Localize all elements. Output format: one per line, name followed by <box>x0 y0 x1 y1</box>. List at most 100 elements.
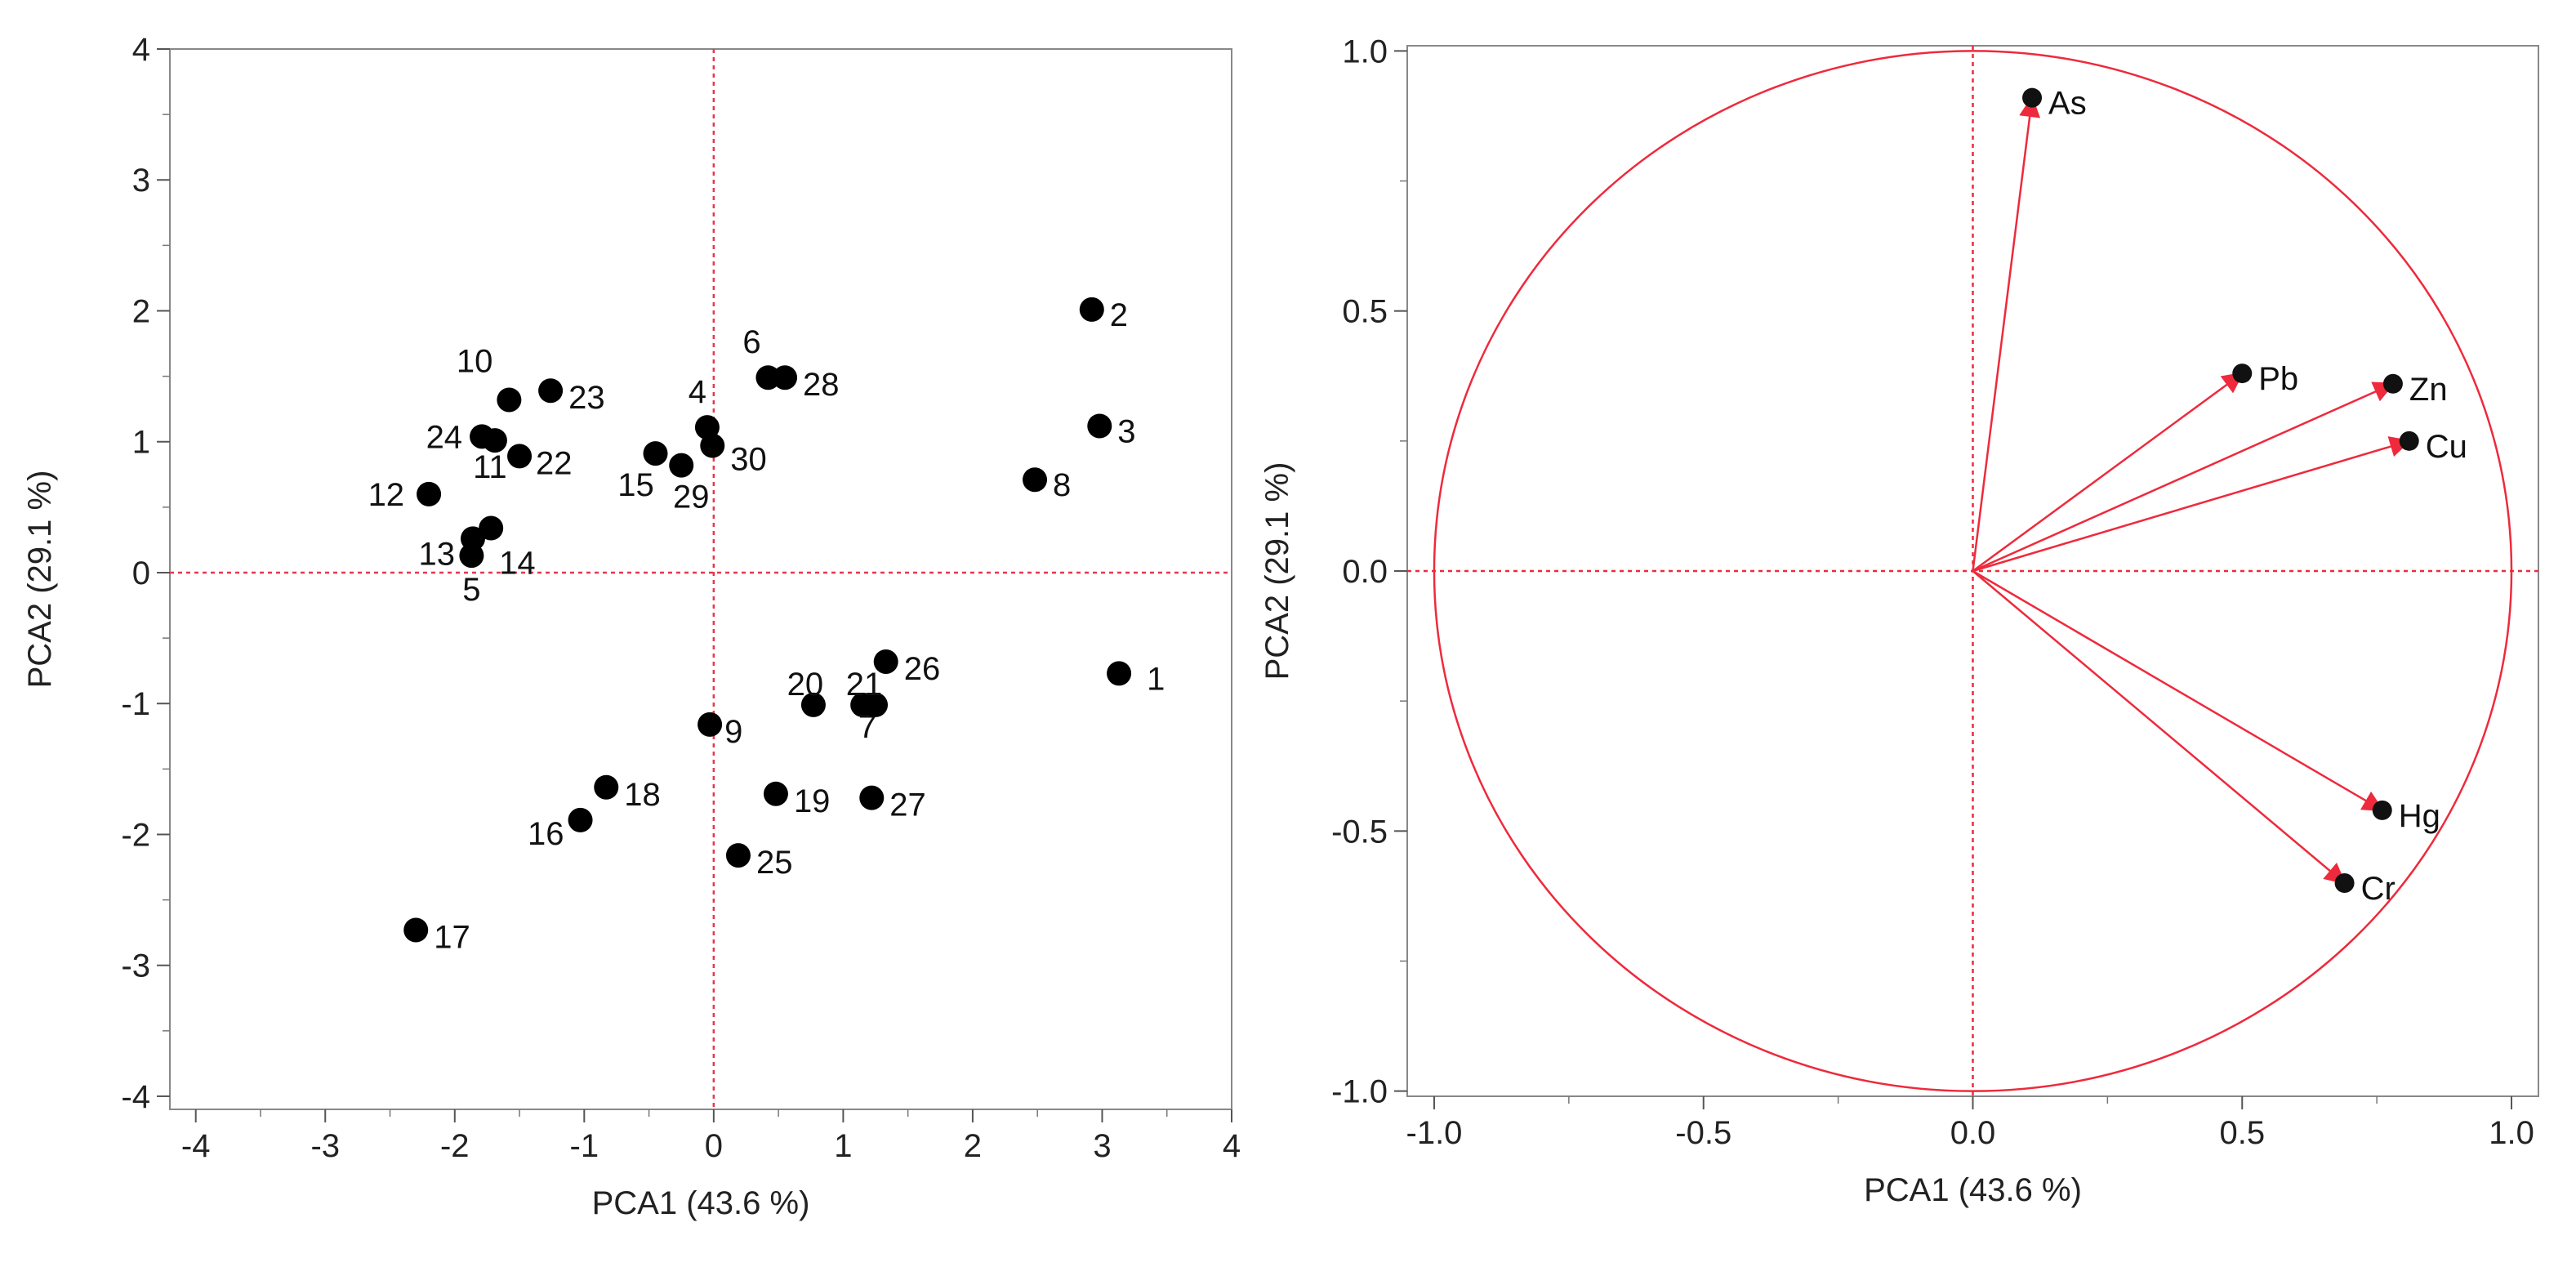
score-point <box>697 712 723 737</box>
loading-point-as <box>2022 87 2043 108</box>
score-point-label: 23 <box>568 380 605 416</box>
score-point-label: 4 <box>689 374 706 410</box>
score-point-label: 27 <box>889 787 926 823</box>
x-tick-label: 3 <box>1093 1128 1111 1164</box>
score-point-label: 10 <box>457 343 493 379</box>
score-point-label: 2 <box>1110 297 1128 333</box>
score-point-label: 26 <box>904 651 941 687</box>
score-point-label: 14 <box>499 546 536 582</box>
score-point-label: 30 <box>730 442 767 478</box>
score-point-label: 8 <box>1053 467 1071 503</box>
y-tick-label: 0 <box>132 555 150 591</box>
score-point-label: 22 <box>536 445 573 481</box>
loading-vector-cr <box>1972 570 2346 885</box>
score-point <box>1107 661 1132 686</box>
x-tick-label: -1 <box>570 1128 599 1164</box>
score-point <box>1087 413 1112 439</box>
y-tick-label: 2 <box>132 293 150 329</box>
score-point <box>460 526 485 551</box>
x-tick-label: -0.5 <box>1675 1115 1731 1151</box>
loading-point-cr <box>2334 872 2355 893</box>
score-point-label: 28 <box>803 367 840 403</box>
score-point <box>568 807 593 832</box>
loading-point-zn <box>2382 373 2403 394</box>
y-tick-label: 1 <box>132 425 150 461</box>
score-point <box>669 453 694 478</box>
score-point-label: 18 <box>624 777 661 813</box>
loading-point-cu <box>2399 431 2419 451</box>
x-tick-label: -2 <box>440 1128 470 1164</box>
score-point-label: 3 <box>1117 414 1135 450</box>
score-point <box>643 441 668 466</box>
loading-label-cr: Cr <box>2361 871 2396 907</box>
score-point <box>773 365 798 390</box>
score-point <box>873 649 898 674</box>
y-tick-label: -3 <box>121 948 150 984</box>
loading-vector-cu <box>1972 436 2412 573</box>
y-tick-label: 0.5 <box>1342 294 1388 330</box>
score-point-label: 29 <box>673 480 710 515</box>
score-point-label: 1 <box>1147 661 1165 697</box>
score-point-label: 24 <box>426 419 463 455</box>
unit-circle <box>1433 50 2513 1092</box>
y-tick-label: -2 <box>121 817 150 853</box>
score-point <box>755 365 781 390</box>
score-point <box>507 444 533 469</box>
loading-plot: -1.0 -0.5 0.0 0.5 1.0 -1.0 -0.5 0.0 0.5 1.0 PCA1 (… <box>1259 33 2539 1208</box>
y-tick-label: -4 <box>121 1079 150 1115</box>
x-tick-label: 1 <box>834 1128 852 1164</box>
loading-label-hg: Hg <box>2399 798 2440 834</box>
score-point-label: 7 <box>858 709 876 745</box>
y-axis-title: PCA2 (29.1 %) <box>22 471 58 689</box>
loading-vector-as <box>1972 96 2041 572</box>
score-point-label: 5 <box>462 572 480 608</box>
score-point <box>470 424 495 449</box>
x-tick-label: 2 <box>964 1128 982 1164</box>
score-point-label: 15 <box>617 467 654 503</box>
score-point <box>800 692 826 717</box>
y-axis-title: PCA2 (29.1 %) <box>1259 462 1295 680</box>
x-tick-label: -4 <box>181 1128 211 1164</box>
y-tick-label: 1.0 <box>1342 33 1388 69</box>
score-point-label: 9 <box>724 714 742 750</box>
score-point <box>763 781 788 806</box>
y-tick-label: 4 <box>132 32 150 68</box>
score-point-label: 13 <box>418 536 455 572</box>
loading-point-pb <box>2232 364 2253 384</box>
loading-vector-zn <box>1972 381 2396 573</box>
score-point-label: 12 <box>368 477 405 513</box>
y-tick-label: -0.5 <box>1331 814 1388 850</box>
x-tick-label: 4 <box>1223 1128 1241 1164</box>
score-point-label: 25 <box>756 845 793 881</box>
x-tick-label: -3 <box>310 1128 340 1164</box>
score-point-label: 20 <box>787 667 824 703</box>
score-point <box>479 515 504 541</box>
loading-point-hg <box>2372 800 2392 820</box>
loading-label-cu: Cu <box>2426 429 2467 465</box>
score-point <box>1079 297 1104 322</box>
y-tick-label: 0.0 <box>1342 554 1388 590</box>
x-tick-label: 0.5 <box>2219 1115 2265 1151</box>
score-point <box>497 387 522 413</box>
score-point-label: 21 <box>846 667 883 703</box>
loading-label-zn: Zn <box>2409 372 2448 408</box>
x-axis-title: PCA1 (43.6 %) <box>592 1185 810 1221</box>
score-point <box>700 433 725 458</box>
loading-label-as: As <box>2048 86 2087 122</box>
loading-vector-pb <box>1972 372 2244 573</box>
score-point-label: 19 <box>794 783 831 819</box>
x-tick-label: 1.0 <box>2489 1115 2534 1151</box>
plot-frame <box>169 48 1232 1110</box>
y-tick-label: 3 <box>132 163 150 199</box>
score-point <box>863 692 889 717</box>
score-point <box>1023 467 1048 493</box>
loading-label-pb: Pb <box>2258 361 2298 397</box>
score-point-label: 16 <box>528 816 564 852</box>
x-tick-label: 0.0 <box>1950 1115 1996 1151</box>
x-tick-label: -1.0 <box>1406 1115 1463 1151</box>
x-axis-title: PCA1 (43.6 %) <box>1864 1172 2082 1208</box>
score-point-label: 6 <box>742 324 760 360</box>
score-point <box>725 843 751 868</box>
